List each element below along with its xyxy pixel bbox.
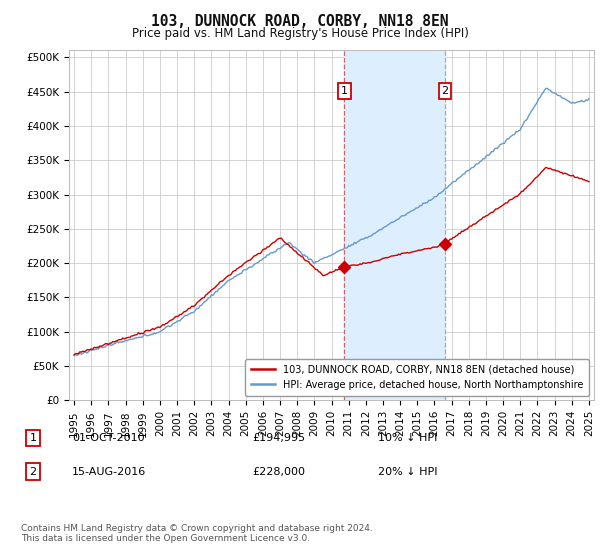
Text: 10% ↓ HPI: 10% ↓ HPI <box>378 433 437 443</box>
Text: 1: 1 <box>29 433 37 443</box>
Text: Price paid vs. HM Land Registry's House Price Index (HPI): Price paid vs. HM Land Registry's House … <box>131 27 469 40</box>
Text: Contains HM Land Registry data © Crown copyright and database right 2024.
This d: Contains HM Land Registry data © Crown c… <box>21 524 373 543</box>
Text: 1: 1 <box>341 86 348 96</box>
Text: 01-OCT-2010: 01-OCT-2010 <box>72 433 145 443</box>
Text: 2: 2 <box>442 86 449 96</box>
Legend: 103, DUNNOCK ROAD, CORBY, NN18 8EN (detached house), HPI: Average price, detache: 103, DUNNOCK ROAD, CORBY, NN18 8EN (deta… <box>245 359 589 395</box>
Bar <box>344 50 445 400</box>
Text: 103, DUNNOCK ROAD, CORBY, NN18 8EN: 103, DUNNOCK ROAD, CORBY, NN18 8EN <box>151 14 449 29</box>
Text: 20% ↓ HPI: 20% ↓ HPI <box>378 466 437 477</box>
Text: 15-AUG-2016: 15-AUG-2016 <box>72 466 146 477</box>
Text: £194,995: £194,995 <box>252 433 305 443</box>
Text: 2: 2 <box>29 466 37 477</box>
Text: £228,000: £228,000 <box>252 466 305 477</box>
